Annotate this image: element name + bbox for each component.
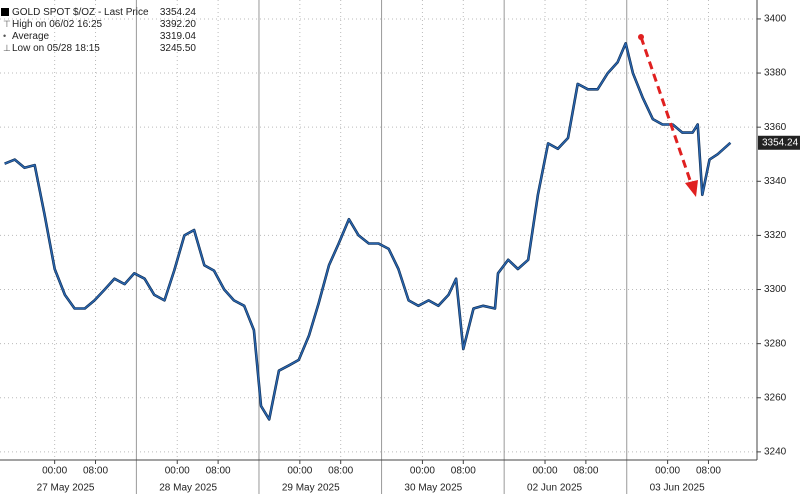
legend-stat-icon: •: [3, 31, 6, 41]
legend-stat-value: 3319.04: [160, 31, 197, 42]
x-tick-label: 00:00: [410, 466, 435, 477]
legend-stat-value: 3392.20: [160, 19, 197, 30]
x-tick-label: 08:00: [328, 466, 353, 477]
date-label: 29 May 2025: [282, 483, 340, 494]
legend-stat-value: 3245.50: [160, 43, 197, 54]
x-tick-label: 00:00: [42, 466, 67, 477]
x-tick-label: 00:00: [533, 466, 558, 477]
legend-last: 3354.24: [160, 7, 197, 18]
y-tick-label: 3340: [764, 176, 787, 187]
legend-stat-label: Average: [12, 31, 50, 42]
x-tick-label: 00:00: [165, 466, 190, 477]
price-line: [4, 42, 731, 421]
x-tick-label: 08:00: [451, 466, 476, 477]
y-tick-label: 3260: [764, 392, 787, 403]
legend-stat-icon: ⊤: [3, 19, 11, 29]
last-price-tag: [758, 135, 800, 150]
legend-stat-label: Low on 05/28 18:15: [12, 43, 100, 54]
legend-stat-icon: ⊥: [3, 43, 11, 53]
date-label: 27 May 2025: [37, 483, 95, 494]
legend: GOLD SPOT $/OZ - Last Price 3354.24 ⊤ Hig…: [1, 7, 196, 54]
date-label: 02 Jun 2025: [527, 483, 582, 494]
y-tick-label: 3320: [764, 230, 787, 241]
date-label: 30 May 2025: [404, 483, 462, 494]
x-tick-label: 08:00: [573, 466, 598, 477]
y-tick-label: 3300: [764, 284, 787, 295]
plot: [4, 42, 732, 421]
y-tick-label: 3280: [764, 338, 787, 349]
legend-series: GOLD SPOT $/OZ - Last Price: [12, 7, 149, 18]
legend-stat-label: High on 06/02 16:25: [12, 19, 103, 30]
arrow-start: [638, 34, 644, 40]
arrow-head: [685, 180, 698, 197]
x-tick-label: 00:00: [655, 466, 680, 477]
y-tick-label: 3360: [764, 122, 787, 133]
annotation-arrow: [638, 34, 698, 197]
y-tick-label: 3380: [764, 68, 787, 79]
grid: [0, 0, 757, 494]
legend-swatch: [1, 8, 9, 16]
date-label: 03 Jun 2025: [650, 483, 705, 494]
last-price-label: 3354.24: [762, 137, 799, 148]
date-label: 28 May 2025: [159, 483, 217, 494]
x-tick-label: 00:00: [287, 466, 312, 477]
x-tick-label: 08:00: [83, 466, 108, 477]
arrow-shaft: [639, 36, 694, 187]
x-tick-label: 08:00: [696, 466, 721, 477]
y-tick-label: 3240: [764, 447, 787, 458]
y-tick-label: 3400: [764, 14, 787, 25]
x-tick-label: 08:00: [206, 466, 231, 477]
